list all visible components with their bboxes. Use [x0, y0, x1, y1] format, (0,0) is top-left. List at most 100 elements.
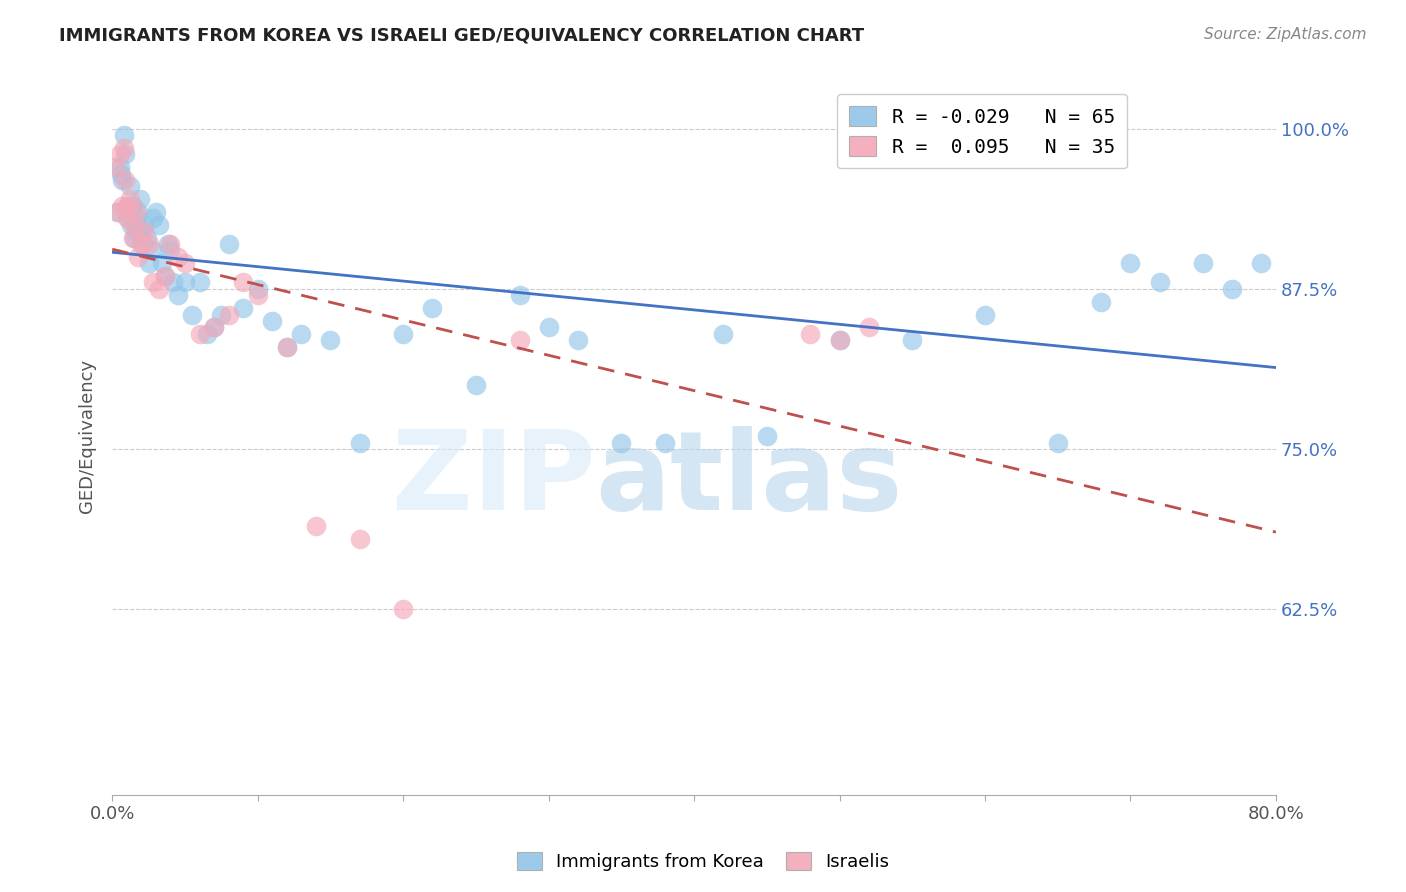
Point [610, 435, 633, 450]
Point [138, 256, 160, 270]
Point [122, 230, 145, 244]
Point [136, 230, 159, 244]
Point [127, 250, 149, 264]
Point [159, 237, 181, 252]
Point [118, 192, 141, 206]
Point [276, 340, 298, 354]
Point [509, 333, 531, 347]
Point [125, 211, 148, 226]
Point [232, 276, 254, 290]
Text: IMMIGRANTS FROM KOREA VS ISRAELI GED/EQUIVALENCY CORRELATION CHART: IMMIGRANTS FROM KOREA VS ISRAELI GED/EQU… [59, 27, 865, 45]
Point [142, 276, 165, 290]
Point [162, 276, 184, 290]
Point [166, 250, 188, 264]
Point [799, 326, 821, 341]
Point [1220, 282, 1243, 296]
Point [174, 276, 197, 290]
Point [166, 288, 188, 302]
Point [1149, 276, 1171, 290]
Point [148, 282, 170, 296]
Point [319, 333, 342, 347]
Point [120, 218, 142, 232]
Point [262, 314, 284, 328]
Point [156, 237, 179, 252]
Point [828, 333, 851, 347]
Point [159, 244, 181, 258]
Point [349, 532, 371, 546]
Point [174, 256, 197, 270]
Point [537, 320, 560, 334]
Point [246, 282, 269, 296]
Point [153, 268, 176, 283]
Point [509, 288, 531, 302]
Point [858, 320, 880, 334]
Text: Source: ZipAtlas.com: Source: ZipAtlas.com [1204, 27, 1367, 42]
Point [122, 218, 145, 232]
Point [195, 326, 218, 341]
Point [153, 268, 176, 283]
Point [218, 237, 240, 252]
Point [202, 320, 225, 334]
Point [134, 224, 156, 238]
Point [974, 308, 997, 322]
Point [138, 237, 160, 252]
Text: atlas: atlas [595, 425, 903, 533]
Point [188, 276, 211, 290]
Point [711, 326, 734, 341]
Text: ZIP: ZIP [392, 425, 595, 533]
Point [112, 128, 135, 142]
Point [114, 147, 136, 161]
Point [148, 218, 170, 232]
Point [115, 198, 138, 212]
Point [209, 308, 232, 322]
Point [142, 211, 165, 226]
Point [1046, 435, 1069, 450]
Point [1119, 256, 1142, 270]
Point [1090, 294, 1112, 309]
Point [124, 224, 146, 238]
Point [202, 320, 225, 334]
Point [349, 435, 371, 450]
Point [1192, 256, 1215, 270]
Point [131, 224, 153, 238]
Point [1250, 256, 1272, 270]
Point [105, 205, 128, 219]
Point [131, 237, 153, 252]
Point [181, 308, 204, 322]
Point [567, 333, 589, 347]
Legend: Immigrants from Korea, Israelis: Immigrants from Korea, Israelis [509, 846, 897, 879]
Point [134, 218, 156, 232]
Point [276, 340, 298, 354]
Point [305, 519, 328, 533]
Point [392, 602, 415, 616]
Y-axis label: GED/Equivalency: GED/Equivalency [79, 359, 96, 513]
Point [127, 205, 149, 219]
Point [118, 179, 141, 194]
Point [218, 308, 240, 322]
Point [110, 167, 132, 181]
Point [121, 198, 143, 212]
Point [464, 378, 486, 392]
Point [420, 301, 443, 315]
Point [107, 205, 129, 219]
Point [117, 198, 139, 212]
Point [121, 230, 143, 244]
Point [246, 288, 269, 302]
Point [901, 333, 924, 347]
Point [290, 326, 312, 341]
Point [124, 205, 146, 219]
Point [132, 237, 155, 252]
Point [112, 141, 135, 155]
Point [108, 160, 131, 174]
Point [150, 256, 173, 270]
Point [392, 326, 415, 341]
Point [117, 211, 139, 226]
Point [828, 333, 851, 347]
Point [108, 147, 131, 161]
Point [104, 160, 127, 174]
Point [111, 198, 134, 212]
Point [114, 173, 136, 187]
Point [115, 211, 138, 226]
Point [145, 205, 167, 219]
Point [128, 192, 150, 206]
